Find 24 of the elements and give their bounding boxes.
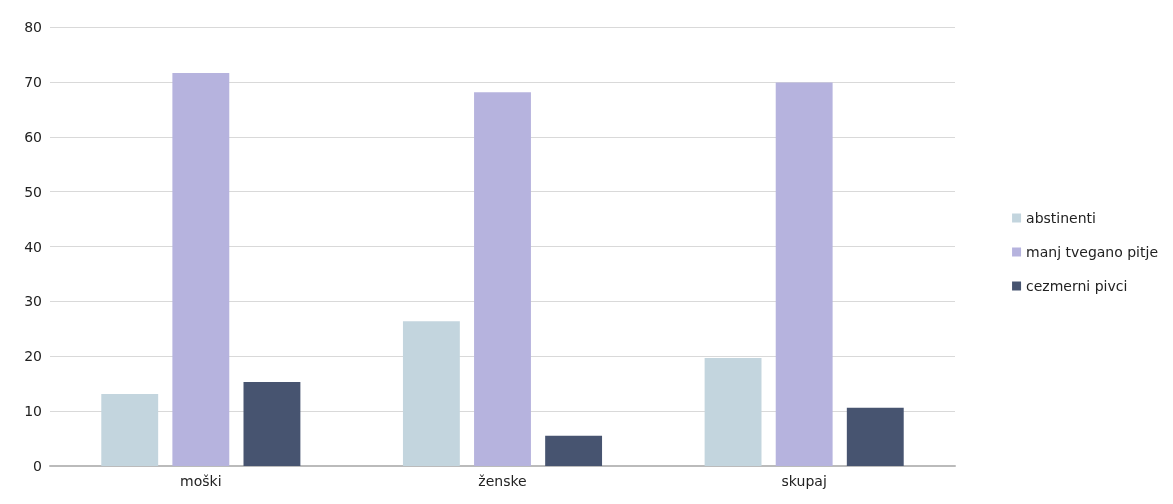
y-tick-label: 50 <box>24 183 42 200</box>
bar <box>402 321 460 466</box>
bar <box>101 394 159 466</box>
x-tick-label: moški <box>180 473 222 489</box>
legend-label: cezmerni pivci <box>1026 278 1128 294</box>
y-tick-label: 70 <box>24 73 42 90</box>
bar <box>172 73 230 466</box>
bar <box>243 382 301 466</box>
y-tick-label: 30 <box>24 293 42 310</box>
y-tick-label: 10 <box>24 403 42 420</box>
legend-label: manj tvegano pitje <box>1026 244 1159 260</box>
bar <box>775 82 833 466</box>
bar <box>846 407 904 466</box>
x-tick-label: ženske <box>478 473 527 489</box>
y-tick-label: 20 <box>24 348 42 365</box>
legend-label: abstinenti <box>1026 210 1096 226</box>
bar <box>545 435 603 466</box>
y-tick-label: 60 <box>24 128 42 145</box>
y-tick-label: 40 <box>24 238 42 255</box>
bar <box>474 92 531 466</box>
x-tick-label: skupaj <box>781 473 827 489</box>
y-tick-label: 0 <box>33 458 42 474</box>
y-tick-label: 80 <box>24 19 42 35</box>
bar <box>704 357 762 466</box>
